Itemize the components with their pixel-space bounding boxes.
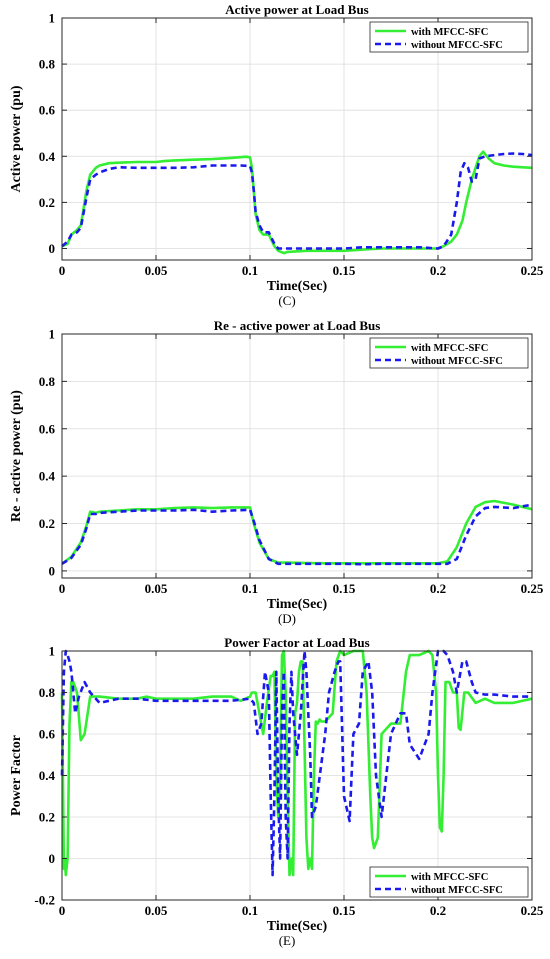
y-tick-label: 1	[49, 11, 56, 26]
y-tick-label: 0.6	[39, 727, 56, 742]
x-tick-label: 0.25	[521, 263, 544, 278]
x-axis-label: Time(Sec)	[267, 919, 328, 934]
legend: with MFCC-SFC without MFCC-SFC	[369, 337, 529, 369]
y-tick-label: -0.2	[34, 893, 55, 908]
x-tick-label: 0.1	[242, 263, 258, 278]
legend-box	[369, 337, 529, 369]
y-tick-label: 0.6	[39, 421, 56, 436]
y-tick-label: 0.4	[39, 149, 56, 164]
y-axis-label: Re - active power (pu)	[9, 390, 24, 522]
series-line-without	[61, 152, 533, 250]
chart-panel-0: 0 0.05 0.1 0.15 0.2 0.25 0 0.2 0.4 0.6 0.8 1 Active …	[9, 2, 544, 308]
plot-area	[62, 18, 532, 260]
x-tick-label: 0.1	[242, 903, 258, 918]
x-tick-label: 0.1	[242, 581, 258, 596]
x-tick-label: 0.15	[333, 263, 356, 278]
legend-box	[369, 21, 529, 53]
y-tick-label: 0	[49, 851, 56, 866]
panel-caption: (D)	[278, 611, 296, 626]
y-tick-label: 0	[49, 563, 56, 578]
x-axis-label: Time(Sec)	[267, 597, 328, 612]
chart-title: Active power at Load Bus	[225, 2, 368, 17]
y-tick-label: 0.2	[39, 516, 55, 531]
x-tick-label: 0.05	[145, 581, 168, 596]
series-line-with	[61, 499, 533, 565]
x-tick-label: 0.2	[430, 263, 446, 278]
y-tick-label: 0.6	[39, 103, 56, 118]
legend-label: without MFCC-SFC	[411, 356, 503, 367]
axes-box	[61, 17, 533, 261]
y-tick-label: 1	[49, 644, 56, 659]
legend-label: with MFCC-SFC	[411, 27, 488, 38]
x-tick-label: 0.05	[145, 903, 168, 918]
y-tick-label: 0.8	[39, 374, 56, 389]
legend-label: without MFCC-SFC	[411, 885, 503, 896]
panel-caption: (C)	[278, 293, 295, 308]
chart-panel-2: 0 0.05 0.1 0.15 0.2 0.25 -0.2 0 0.2 0.4 0.6 0.8 1 Pow…	[9, 635, 544, 948]
axes-box	[61, 333, 533, 579]
x-axis-label: Time(Sec)	[267, 279, 328, 294]
y-axis-label: Power Factor	[9, 735, 24, 816]
x-tick-label: 0.2	[430, 581, 446, 596]
y-tick-label: 0.4	[39, 469, 56, 484]
x-tick-label: 0.25	[521, 903, 544, 918]
x-tick-label: 0.2	[430, 903, 446, 918]
legend-label: with MFCC-SFC	[411, 343, 488, 354]
y-axis-label: Active power (pu)	[9, 85, 24, 192]
series-line-with	[60, 649, 533, 877]
y-tick-label: 0.4	[39, 768, 56, 783]
x-tick-label: 0.15	[333, 903, 356, 918]
legend-label: without MFCC-SFC	[411, 40, 503, 51]
legend-label: with MFCC-SFC	[411, 872, 488, 883]
y-tick-label: 0.8	[39, 57, 56, 72]
chart-title: Re - active power at Load Bus	[214, 318, 381, 333]
x-tick-label: 0	[59, 903, 66, 918]
y-tick-label: 0.2	[39, 810, 55, 825]
y-tick-label: 0.8	[39, 685, 56, 700]
chart-panel-1: 0 0.05 0.1 0.15 0.2 0.25 0 0.2 0.4 0.6 0.8 1 Re - ac…	[9, 318, 544, 626]
chart-title: Power Factor at Load Bus	[224, 635, 369, 650]
x-tick-label: 0.25	[521, 581, 544, 596]
x-tick-label: 0	[59, 581, 66, 596]
panel-caption: (E)	[279, 933, 296, 948]
x-tick-label: 0.15	[333, 581, 356, 596]
legend: with MFCC-SFC without MFCC-SFC	[369, 21, 529, 53]
y-tick-label: 1	[49, 327, 56, 342]
legend-box	[369, 866, 529, 898]
series-line-without	[60, 649, 532, 877]
x-tick-label: 0	[59, 263, 66, 278]
y-tick-label: 0.2	[39, 195, 55, 210]
legend: with MFCC-SFC without MFCC-SFC	[369, 866, 529, 898]
y-tick-label: 0	[49, 241, 56, 256]
x-tick-label: 0.05	[145, 263, 168, 278]
plot-area	[62, 334, 532, 578]
